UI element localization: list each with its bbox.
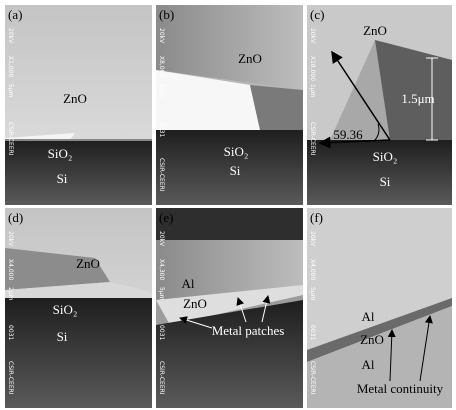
annotation: SiO₂ <box>224 144 249 159</box>
panel-label: (a) <box>8 7 22 22</box>
sem-info: 0031 <box>158 122 165 137</box>
annotation: ZnO <box>360 332 384 347</box>
sem-info: 1µm <box>158 84 165 98</box>
panel-label: (d) <box>8 210 23 225</box>
sem-info: 1µm <box>309 84 316 98</box>
annotation: Al <box>362 357 375 372</box>
annotation: Si <box>230 163 241 178</box>
sem-info: 20kV <box>158 231 165 247</box>
sem-info: 20kV <box>309 28 316 44</box>
panel-label: (f) <box>310 210 323 225</box>
annotation: Si <box>380 174 391 189</box>
annotation: 1.5μm <box>401 91 434 106</box>
annotation: SiO₂ <box>53 302 78 317</box>
panel-label: (b) <box>159 7 174 22</box>
annotation: ZnO <box>63 91 87 106</box>
sem-info: X1,000 <box>7 56 14 77</box>
sem-info: 0031 <box>7 325 14 340</box>
sem-info: 5µm <box>309 287 316 301</box>
annotation: Metal continuity <box>357 381 444 396</box>
sem-info: 5µm <box>158 287 165 301</box>
annotation: ZnO <box>363 23 387 38</box>
panel-e <box>156 208 303 408</box>
panel-label: (c) <box>310 7 324 22</box>
sem-info: 0031 <box>309 325 316 340</box>
sem-info: CSIR-CEERI <box>7 361 14 395</box>
annotation: 59.36 <box>333 127 363 142</box>
sem-info: 2µm <box>7 287 14 301</box>
sem-info: 0031 <box>158 325 165 340</box>
sem-info: CSIR-CEERI <box>309 122 316 156</box>
annotation: SiO₂ <box>48 146 73 161</box>
annotation: ZnO <box>183 296 207 311</box>
annotation: ZnO <box>76 256 100 271</box>
panel-d <box>5 208 152 408</box>
page: {"panels": [ {"label": "(a)", "sidebar":… <box>0 0 456 410</box>
sem-info: CSIR-CEERI <box>158 158 165 192</box>
sem-info: CSIR-CEERI <box>309 361 316 395</box>
sem-info: 20kV <box>158 28 165 44</box>
sem-info: X4,000 <box>309 259 316 280</box>
annotation: Al <box>182 276 195 291</box>
sem-info: X4,000 <box>7 259 14 280</box>
figure: (a) (b) (c) (d) (e) (f) ZnO SiO₂ Si ZnO … <box>0 0 456 410</box>
panel-label: (e) <box>159 210 173 225</box>
annotation: ZnO <box>238 51 262 66</box>
annotation: Si <box>57 329 68 344</box>
sem-info: X8,000 <box>158 56 165 77</box>
panel-f <box>307 208 452 408</box>
sem-info: CSIR-CEERI <box>158 361 165 395</box>
sem-info: 5µm <box>7 84 14 98</box>
sem-info: 20kV <box>7 28 14 44</box>
sem-info: 20kV <box>309 231 316 247</box>
annotation: Metal patches <box>212 323 285 338</box>
annotation: Al <box>362 309 375 324</box>
annotation: SiO₂ <box>373 149 398 164</box>
annotation: Si <box>57 171 68 186</box>
sem-info: X18,000 <box>309 56 316 81</box>
sem-info: X4,300 <box>158 259 165 280</box>
sem-info: 20kV <box>7 231 14 247</box>
sem-info: CSIR-CEERI <box>7 122 14 156</box>
